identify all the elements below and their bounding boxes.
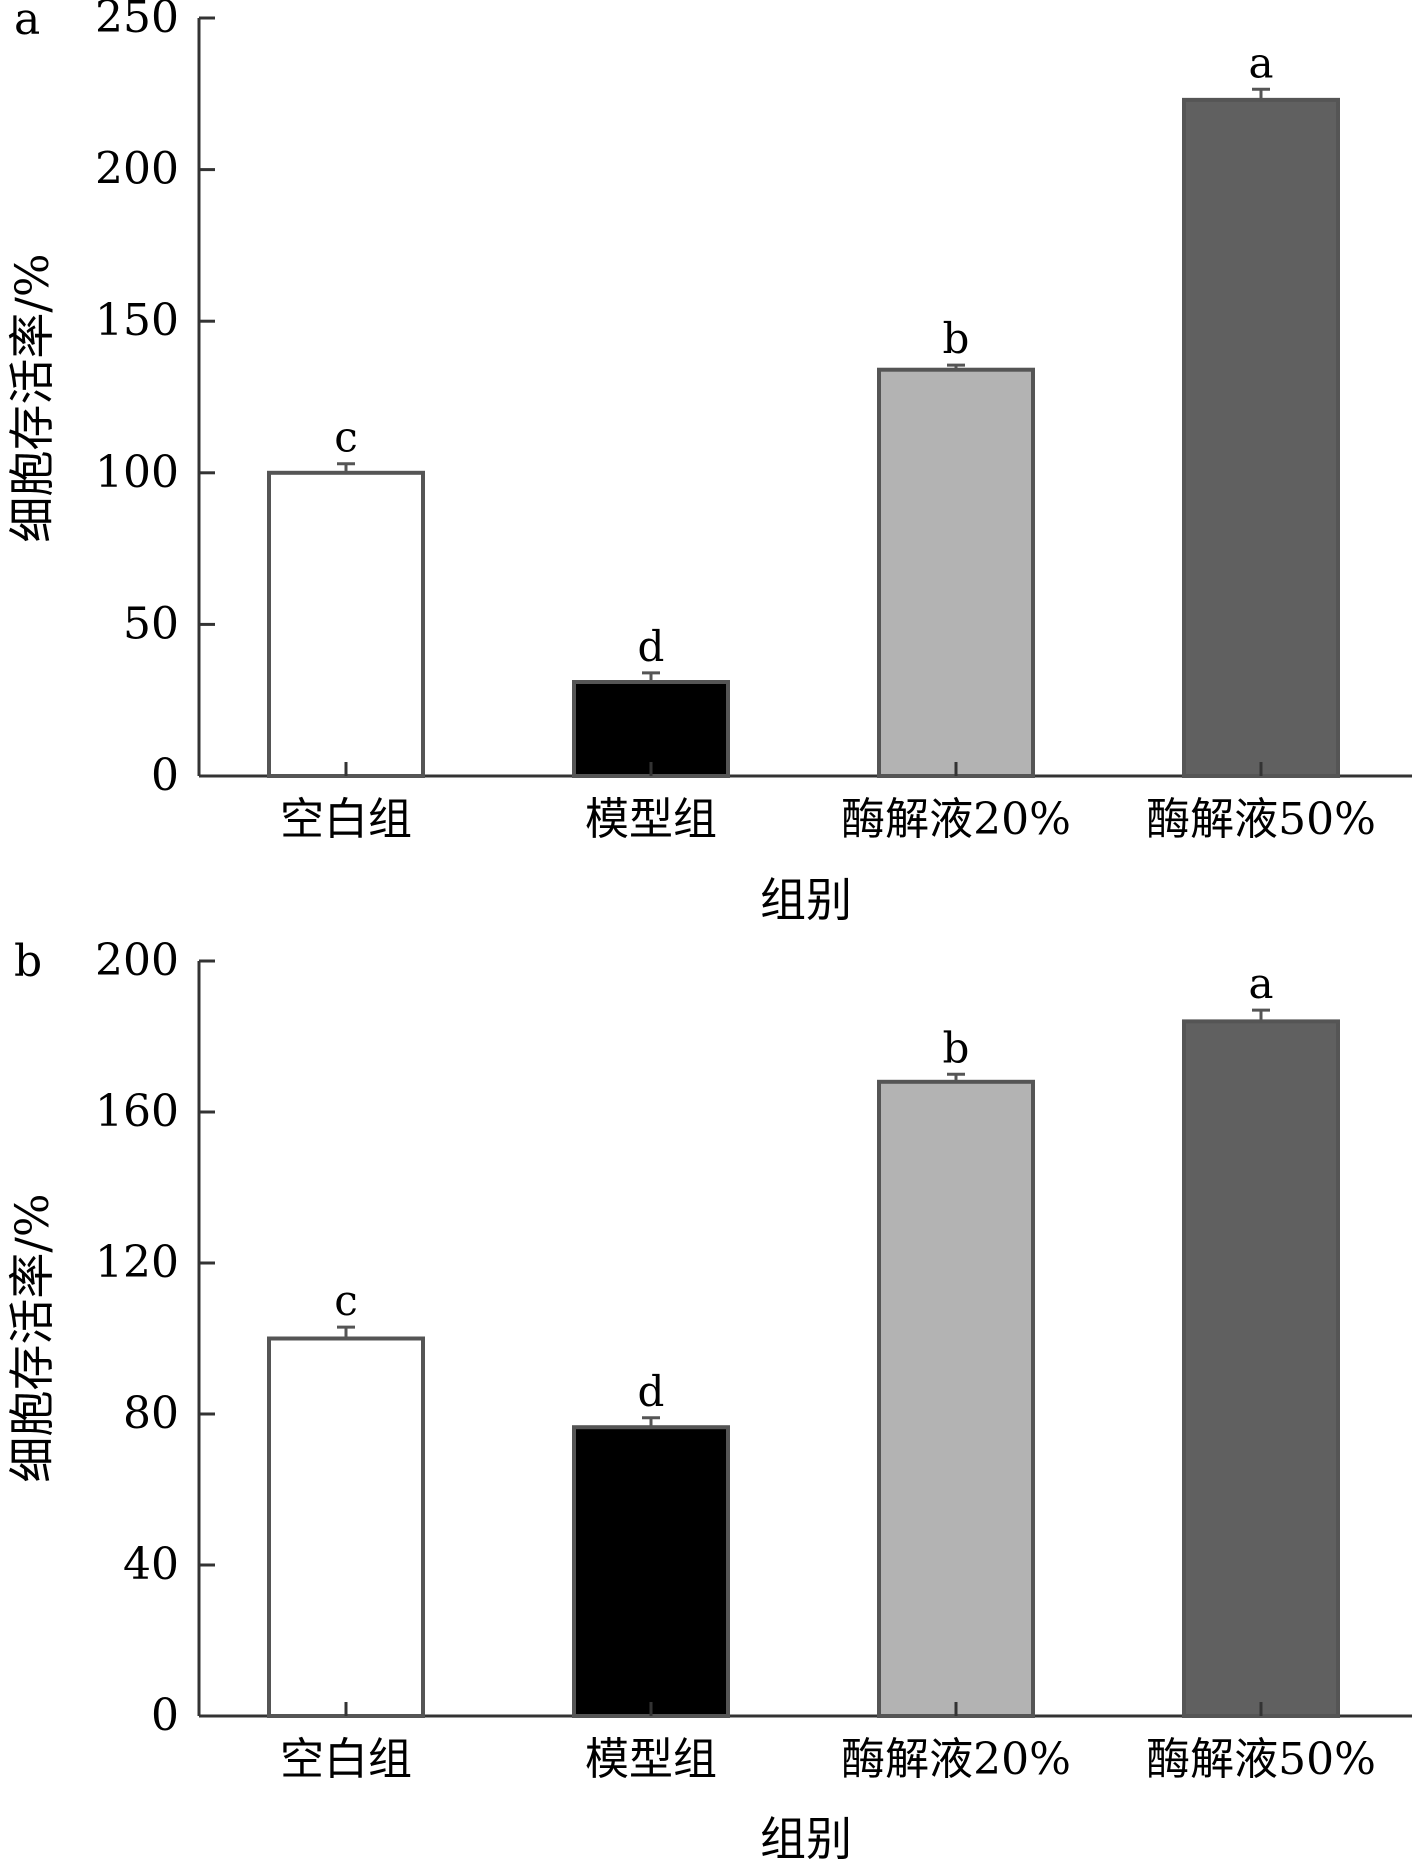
panel-b-y-tick-label: 0 xyxy=(151,1690,179,1741)
panel-a-bar xyxy=(572,680,730,778)
panel-b-x-axis-title: 组别 xyxy=(760,1812,852,1861)
panel-a-category-label: 空白组 xyxy=(280,794,412,845)
panel-b-y-axis-title: 细胞存活率/% xyxy=(5,1193,59,1482)
panel-a-x-axis-title: 组别 xyxy=(760,873,852,927)
panel-b-y-tick-label: 120 xyxy=(95,1237,179,1288)
panel-a-label: a xyxy=(14,0,40,45)
panel-b-label: b xyxy=(14,936,42,987)
panel-b-significance-label: d xyxy=(638,1367,665,1416)
panel-a-significance-label: a xyxy=(1248,38,1273,87)
panel-b-bar xyxy=(267,1336,425,1718)
panel-a-y-tick-label: 250 xyxy=(95,0,179,43)
panel-a-significance-label: b xyxy=(943,314,970,363)
panel-a-y-tick-label: 150 xyxy=(95,295,179,346)
panel-b-category-label: 酶解液20% xyxy=(841,1734,1071,1785)
panel-b-significance-label: c xyxy=(334,1276,358,1325)
panel-b-bar xyxy=(877,1079,1035,1719)
panel-b-category-label: 酶解液50% xyxy=(1146,1734,1376,1785)
panel-b-significance-label: a xyxy=(1248,959,1273,1008)
panel-a-y-tick-label: 200 xyxy=(95,144,179,195)
panel-b-category-label: 模型组 xyxy=(585,1734,717,1785)
panel-a-category-label: 模型组 xyxy=(585,794,717,845)
panel-b-y-tick-label: 160 xyxy=(95,1086,179,1137)
panel-b-significance-label: b xyxy=(943,1023,970,1072)
panel-b-y-tick-label: 200 xyxy=(95,935,179,986)
panel-a-y-tick-label: 0 xyxy=(151,750,179,801)
panel-a-y-tick-label: 50 xyxy=(123,598,179,649)
panel-b-category-label: 空白组 xyxy=(280,1734,412,1785)
panel-a-y-axis-title: 细胞存活率/% xyxy=(5,253,59,542)
panel-a-significance-label: d xyxy=(638,622,665,671)
panel-a-category-label: 酶解液50% xyxy=(1146,794,1376,845)
panel-b-bar xyxy=(572,1425,730,1719)
panel-a-bar xyxy=(267,470,425,778)
panel-b-chart: b 0 40 80 120 160 200 c 空白组 d 模型组 b 酶解液20% a 酶解液50% 组别 细… xyxy=(5,935,1412,1861)
panel-b-y-tick-label: 80 xyxy=(123,1388,179,1439)
panel-a-chart: a 0 50 100 150 200 250 c 空白组 d 模型组 b 酶解液20% a 酶解液50% 组别… xyxy=(5,0,1412,927)
panel-a-y-tick-label: 100 xyxy=(95,447,179,498)
panel-b-y-tick-label: 40 xyxy=(123,1539,179,1590)
panel-a-bar xyxy=(1182,97,1340,778)
panel-a-category-label: 酶解液20% xyxy=(841,794,1071,845)
panel-a-significance-label: c xyxy=(334,413,358,462)
panel-b-bar xyxy=(1182,1019,1340,1718)
panel-a-bar xyxy=(877,367,1035,778)
